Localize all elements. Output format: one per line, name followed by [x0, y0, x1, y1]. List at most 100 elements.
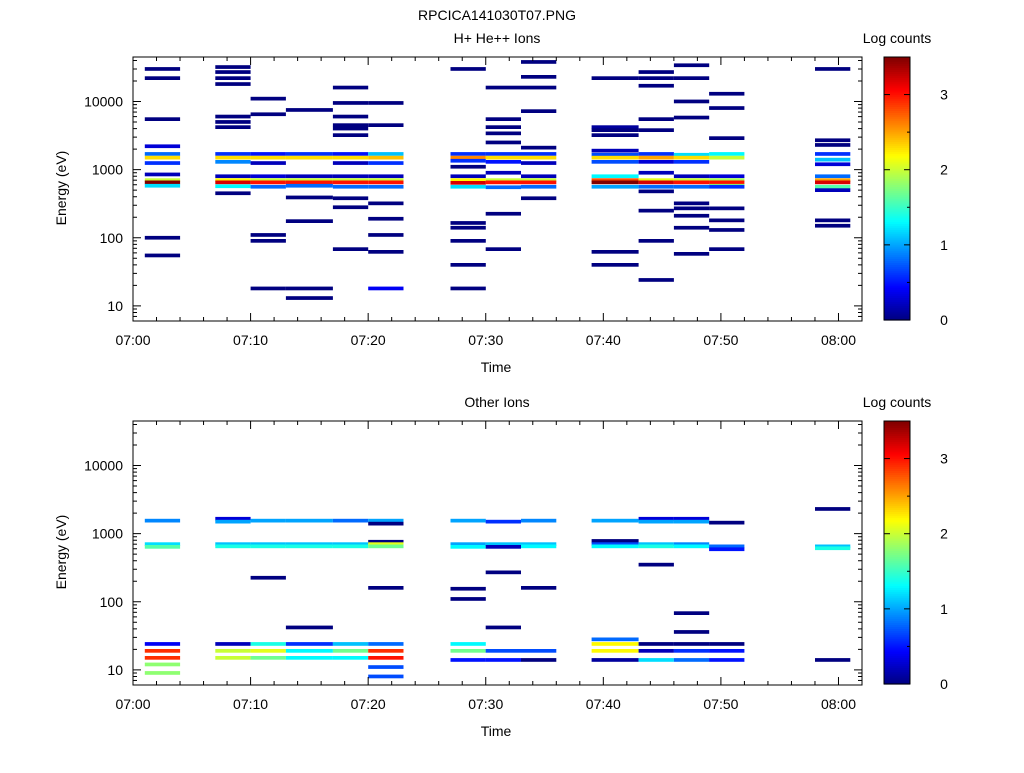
heatmap-cell	[250, 184, 286, 189]
heatmap-cell	[250, 96, 286, 101]
colorbar-segment	[884, 523, 910, 527]
colorbar-segment	[884, 69, 910, 72]
colorbar-segment	[884, 657, 910, 660]
panel-title: H+ He++ Ions	[454, 30, 541, 46]
heatmap-cell	[485, 211, 521, 216]
heatmap-cell	[285, 108, 333, 112]
heatmap-cell	[285, 518, 333, 523]
heatmap-cell	[709, 658, 745, 662]
heatmap-cell	[815, 188, 851, 192]
colorbar-tick-label: 2	[940, 526, 948, 542]
heatmap-cell	[368, 539, 404, 544]
heatmap-cell	[250, 544, 286, 549]
heatmap-cell	[638, 208, 674, 213]
heatmap-cell	[673, 99, 710, 104]
colorbar-segment	[884, 135, 910, 138]
y-tick-label: 1000	[92, 526, 123, 542]
heatmap-cell	[285, 195, 333, 200]
colorbar-segment	[884, 439, 910, 443]
colorbar-segment	[884, 254, 910, 257]
colorbar-segment	[884, 143, 910, 146]
colorbar-segment	[884, 552, 910, 556]
colorbar-segment	[884, 661, 910, 665]
colorbar-segment	[884, 163, 910, 167]
colorbar-segment	[884, 289, 910, 292]
colorbar-segment	[884, 239, 910, 243]
colorbar-segment	[884, 161, 910, 165]
heatmap-cell	[709, 180, 745, 185]
colorbar-segment	[884, 583, 910, 586]
heatmap-cell	[591, 178, 639, 182]
heatmap-cell	[368, 586, 404, 590]
colorbar-segment	[884, 499, 910, 502]
heatmap-cell	[368, 521, 404, 526]
heatmap-cell	[215, 656, 251, 660]
y-tick-label: 100	[100, 230, 124, 246]
colorbar-segment	[884, 622, 910, 626]
colorbar-segment	[884, 521, 910, 525]
colorbar-segment	[884, 570, 910, 574]
heatmap-cell	[285, 180, 333, 185]
colorbar-segment	[884, 110, 910, 114]
colorbar-segment	[884, 517, 910, 521]
colorbar-segment	[884, 659, 910, 662]
heatmap-cell	[485, 155, 521, 160]
heatmap-cell	[709, 218, 745, 223]
colorbar-segment	[884, 246, 910, 249]
y-tick-label: 100	[100, 594, 124, 610]
colorbar-segment	[884, 587, 910, 591]
heatmap-cell	[144, 183, 181, 188]
heatmap-cell	[673, 201, 710, 206]
heatmap-cell	[638, 83, 674, 88]
heatmap-cell	[250, 233, 286, 237]
heatmap-cell	[332, 123, 369, 127]
colorbar-segment	[884, 544, 910, 547]
colorbar-segment	[884, 435, 910, 439]
heatmap-cell	[285, 155, 333, 160]
colorbar-segment	[884, 285, 910, 288]
heatmap-cell	[450, 174, 486, 179]
y-tick-label: 10	[107, 662, 123, 678]
colorbar-segment	[884, 104, 910, 107]
heatmap-cell	[215, 114, 251, 119]
heatmap-cell	[368, 101, 404, 105]
axis-ticks: 07:00 07:10 07:20 07:30 07:40 07:50 08:00 10 100…	[84, 57, 863, 348]
colorbar-segment	[884, 311, 910, 315]
heatmap-cell	[673, 611, 710, 615]
heatmap-cell	[250, 180, 286, 185]
heatmap-cell	[215, 191, 251, 196]
colorbar-segment	[884, 174, 910, 177]
heatmap-cell	[250, 286, 286, 291]
heatmap-cell	[521, 60, 557, 64]
colorbar-segment	[884, 98, 910, 101]
heatmap-cell	[521, 180, 557, 185]
heatmap-cell	[673, 174, 710, 179]
colorbar-segment	[884, 478, 910, 482]
plot-frame	[132, 56, 863, 322]
colorbar-segment	[884, 599, 910, 603]
x-tick-label: 07:20	[351, 332, 386, 348]
heatmap-cell	[332, 114, 369, 119]
colorbar-segment	[884, 278, 910, 282]
heatmap-cell	[673, 544, 710, 549]
heatmap-cell	[521, 161, 557, 165]
x-tick-label: 07:10	[233, 332, 268, 348]
colorbar-tick-label: 3	[940, 451, 948, 467]
heatmap-cell	[591, 250, 639, 254]
heatmap-cell	[450, 518, 486, 523]
axis-ticks: 07:00 07:10 07:20 07:30 07:40 07:50 08:00 10 100…	[84, 421, 863, 712]
heatmap-cell	[368, 184, 404, 189]
colorbar-segment	[884, 262, 910, 266]
heatmap-cell	[250, 542, 286, 546]
colorbar-segment	[884, 260, 910, 264]
colorbar-segment	[884, 540, 910, 543]
colorbar-segment	[884, 589, 910, 593]
colorbar-segment	[884, 449, 910, 453]
heatmap-cell	[450, 597, 486, 601]
x-tick-label: 07:10	[233, 696, 268, 712]
heatmap-cell	[215, 76, 251, 80]
colorbar-segment	[884, 464, 910, 467]
heatmap-cell	[368, 656, 404, 660]
heatmap-cell	[332, 518, 369, 523]
